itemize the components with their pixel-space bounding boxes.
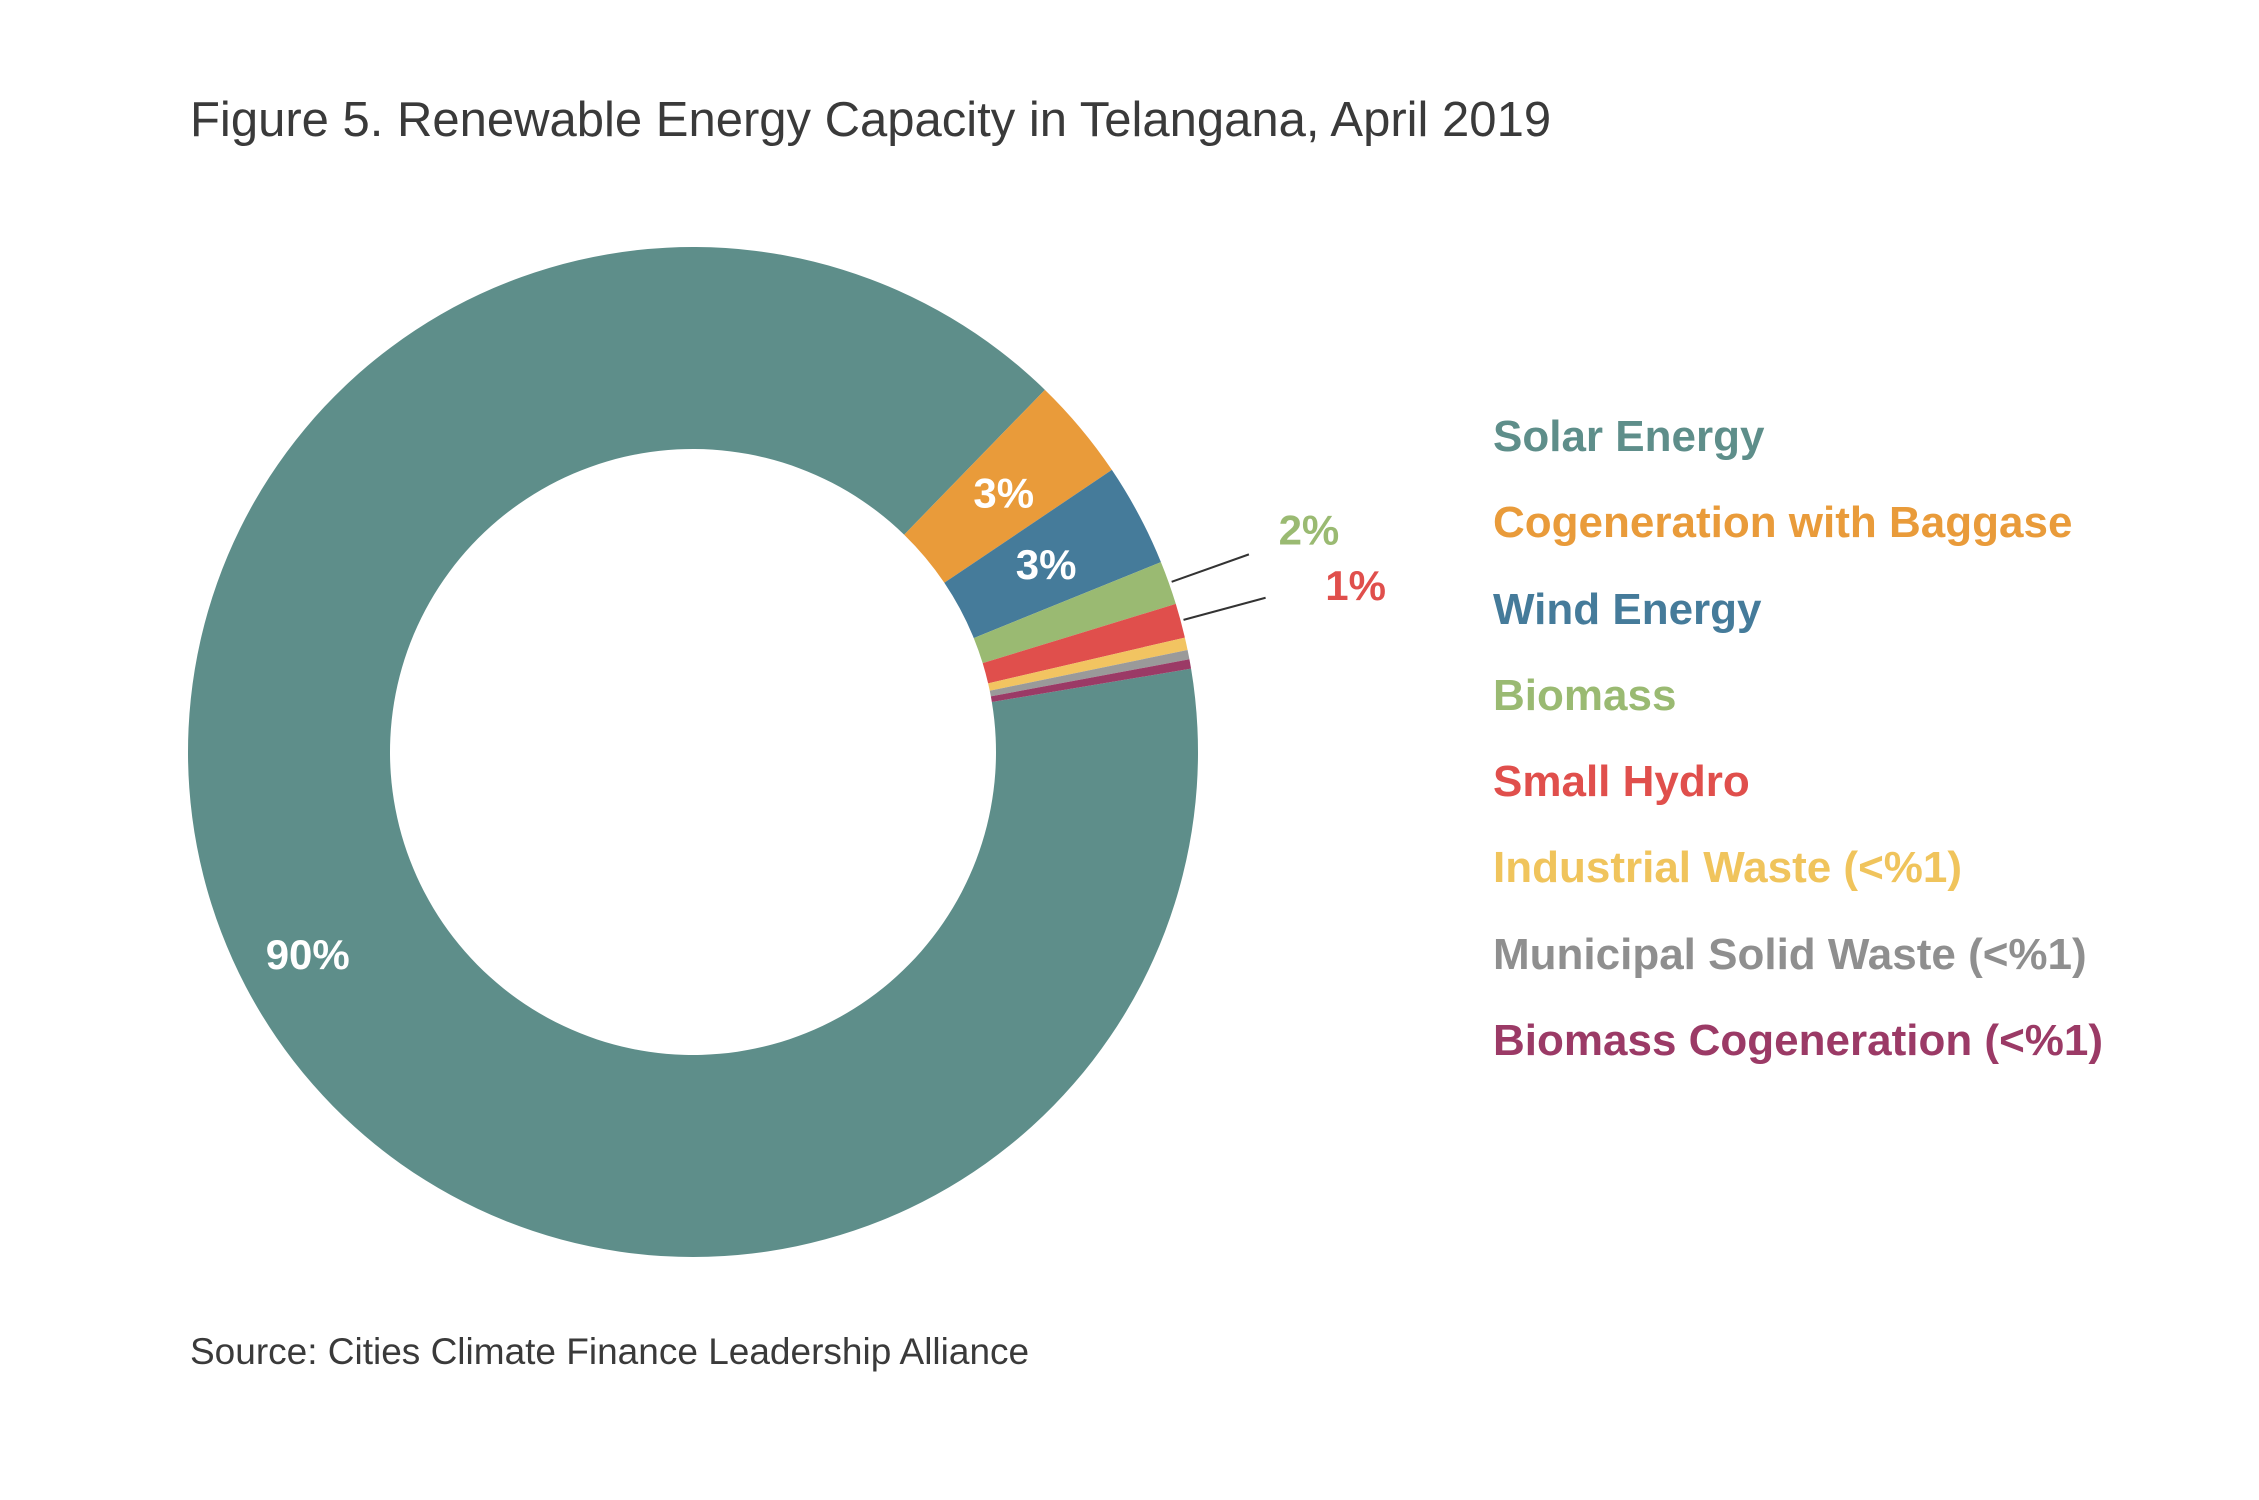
- slice-small-hydro: [982, 603, 1185, 684]
- data-label-cogeneration-with-baggase: 3%: [973, 469, 1034, 516]
- legend-item-wind-energy: Wind Energy: [1493, 584, 1762, 634]
- chart-title: Figure 5. Renewable Energy Capacity in T…: [190, 93, 1552, 147]
- slice-biomass: [973, 562, 1176, 664]
- legend-item-industrial-waste-1: Industrial Waste (<%1): [1493, 843, 1963, 893]
- data-label-biomass: 2%: [1279, 506, 1340, 553]
- leader-line-biomass: [1171, 553, 1250, 583]
- chart-legend: Solar Energy Cogeneration with Baggase Win…: [1493, 407, 2103, 1097]
- legend-item-biomass: Biomass: [1493, 670, 1677, 720]
- slice-cogeneration-with-baggase: [904, 389, 1112, 583]
- slice-biomass-cogeneration-1: [990, 659, 1192, 702]
- slice-industrial-waste-1: [988, 637, 1188, 691]
- data-label-small-hydro: 1%: [1325, 562, 1386, 609]
- slice-wind-energy: [944, 469, 1161, 639]
- legend-item-cogeneration-with-baggase: Cogeneration with Baggase: [1493, 498, 2073, 548]
- slice-municipal-solid-waste-1: [989, 649, 1190, 697]
- slice-solar-energy: [188, 247, 1199, 1258]
- leader-line-small-hydro: [1183, 596, 1266, 621]
- data-label-solar-energy: 90%: [266, 931, 350, 978]
- chart-source: Source: Cities Climate Finance Leadershi…: [190, 1331, 1030, 1372]
- legend-item-municipal-solid-waste-1: Municipal Solid Waste (<%1): [1493, 929, 2087, 979]
- legend-item-small-hydro: Small Hydro: [1493, 757, 1750, 807]
- legend-item-biomass-cogeneration-1: Biomass Cogeneration (<%1): [1493, 1016, 2104, 1066]
- data-label-wind-energy: 3%: [1016, 541, 1077, 588]
- legend-item-solar-energy: Solar Energy: [1493, 412, 1765, 461]
